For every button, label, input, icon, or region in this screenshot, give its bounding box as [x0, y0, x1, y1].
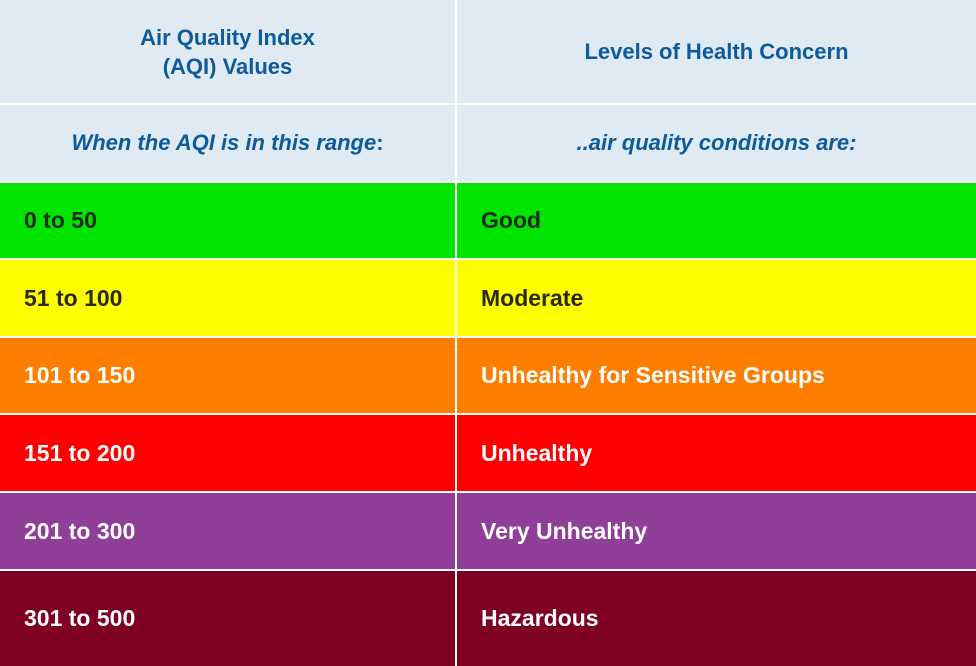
row-divider [0, 181, 455, 183]
column-divider [455, 571, 457, 666]
row-5-range: 301 to 500 [0, 571, 455, 666]
row-0-range: 0 to 50 [0, 183, 455, 258]
row-divider [0, 491, 455, 493]
column-divider [455, 105, 457, 181]
subheader-conditions-text: ..air quality conditions are: [576, 130, 857, 155]
subheader-conditions: ..air quality conditions are: [457, 105, 976, 181]
row-4-range: 201 to 300 [0, 493, 455, 569]
aqi-range: 0 to 50 [24, 207, 97, 233]
column-divider [455, 415, 457, 491]
subheader-range-colon: : [376, 130, 384, 155]
health-level: Good [481, 207, 542, 233]
row-divider [455, 336, 457, 338]
aqi-range: 51 to 100 [24, 284, 123, 311]
row-divider [455, 258, 457, 260]
row-2-level: Unhealthy for Sensitive Groups [457, 338, 976, 413]
row-divider [457, 103, 976, 105]
health-level: Very Unhealthy [481, 517, 648, 544]
row-1-range: 51 to 100 [0, 260, 455, 336]
aqi-range: 151 to 200 [24, 439, 136, 466]
row-divider [457, 258, 976, 260]
row-divider [457, 336, 976, 338]
row-divider [0, 258, 455, 260]
column-divider [455, 338, 457, 413]
row-4-level: Very Unhealthy [457, 493, 976, 569]
health-level: Hazardous [481, 605, 599, 631]
row-divider [455, 491, 457, 493]
health-level: Moderate [481, 284, 584, 311]
row-divider [457, 181, 976, 183]
row-divider [0, 103, 455, 105]
row-divider [457, 569, 976, 571]
row-1-level: Moderate [457, 260, 976, 336]
row-divider [457, 413, 976, 415]
row-divider [457, 491, 976, 493]
aqi-range: 101 to 150 [24, 362, 136, 388]
column-divider [455, 183, 457, 258]
row-divider [0, 336, 455, 338]
header-aqi-line1: Air Quality Index [140, 24, 315, 50]
row-divider [0, 413, 455, 415]
row-divider [455, 569, 457, 571]
row-5-level: Hazardous [457, 571, 976, 666]
row-3-level: Unhealthy [457, 415, 976, 491]
subheader-range: When the AQI is in this range: [0, 105, 455, 181]
column-divider [455, 493, 457, 569]
aqi-range: 301 to 500 [24, 605, 136, 631]
header-health-concern: Levels of Health Concern [457, 0, 976, 103]
row-3-range: 151 to 200 [0, 415, 455, 491]
column-divider [455, 260, 457, 336]
row-divider [455, 103, 457, 105]
row-divider [455, 413, 457, 415]
subheader-range-text: When the AQI is in this range [71, 130, 377, 155]
row-0-level: Good [457, 183, 976, 258]
aqi-range: 201 to 300 [24, 517, 136, 544]
health-level: Unhealthy for Sensitive Groups [481, 362, 825, 388]
header-health-concern-label: Levels of Health Concern [584, 39, 849, 64]
column-divider [455, 0, 457, 103]
row-2-range: 101 to 150 [0, 338, 455, 413]
row-divider [0, 569, 455, 571]
row-divider [455, 181, 457, 183]
health-level: Unhealthy [481, 439, 593, 466]
header-aqi-values: Air Quality Index (AQI) Values [0, 0, 455, 103]
header-aqi-line2: (AQI) Values [162, 53, 293, 79]
